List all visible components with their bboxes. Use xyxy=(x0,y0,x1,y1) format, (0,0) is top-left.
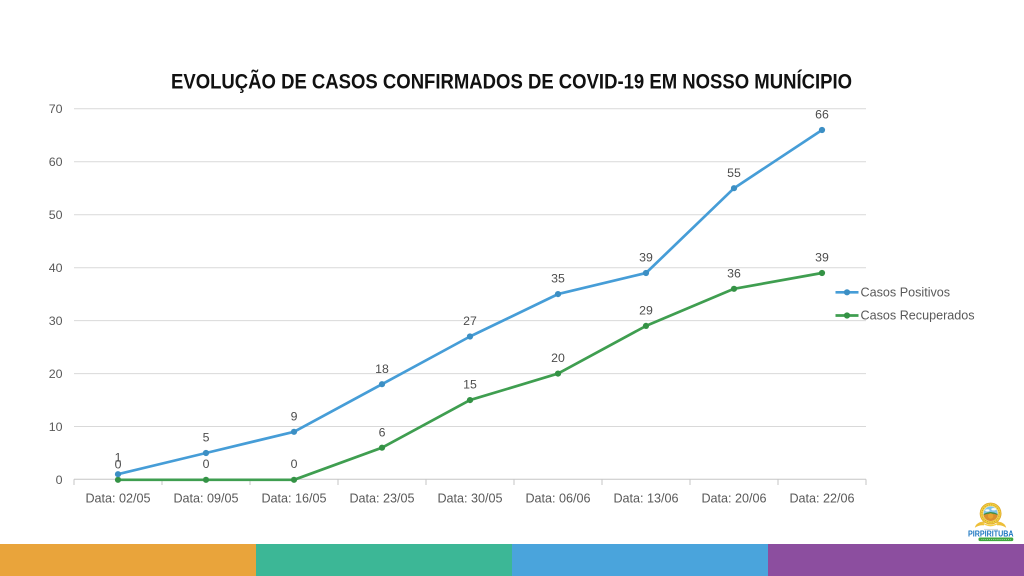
svg-text:0: 0 xyxy=(291,457,298,471)
svg-text:66: 66 xyxy=(815,108,829,122)
svg-text:29: 29 xyxy=(639,304,653,318)
svg-text:Casos Recuperados: Casos Recuperados xyxy=(861,309,975,323)
svg-text:EVOLUÇÃO DE CASOS CONFIRMADOS: EVOLUÇÃO DE CASOS CONFIRMADOS DE COVID-1… xyxy=(171,69,852,94)
svg-text:30: 30 xyxy=(49,314,63,328)
svg-text:36: 36 xyxy=(727,266,741,280)
svg-text:Data: 06/06: Data: 06/06 xyxy=(525,491,590,505)
svg-text:50: 50 xyxy=(49,208,63,222)
svg-text:55: 55 xyxy=(727,166,741,180)
svg-text:9: 9 xyxy=(291,409,298,423)
svg-text:Data: 30/05: Data: 30/05 xyxy=(437,491,502,505)
svg-text:Casos Positivos: Casos Positivos xyxy=(861,286,951,300)
svg-text:0: 0 xyxy=(203,457,210,471)
svg-text:Data: 20/06: Data: 20/06 xyxy=(701,491,766,505)
svg-text:39: 39 xyxy=(815,251,829,265)
svg-text:18: 18 xyxy=(375,362,389,376)
svg-text:27: 27 xyxy=(463,314,477,328)
svg-text:10: 10 xyxy=(49,420,63,434)
svg-text:20: 20 xyxy=(551,351,565,365)
svg-text:39: 39 xyxy=(639,251,653,265)
svg-text:35: 35 xyxy=(551,272,565,286)
svg-text:PIRPIRITUBA: PIRPIRITUBA xyxy=(968,528,1014,538)
svg-text:20: 20 xyxy=(49,367,63,381)
svg-text:Data: 16/05: Data: 16/05 xyxy=(261,491,326,505)
svg-text:Data: 23/05: Data: 23/05 xyxy=(349,491,414,505)
svg-text:0: 0 xyxy=(56,473,63,487)
svg-text:40: 40 xyxy=(49,261,63,275)
svg-text:Data: 22/06: Data: 22/06 xyxy=(789,491,854,505)
svg-text:1: 1 xyxy=(115,451,122,465)
svg-text:15: 15 xyxy=(463,378,477,392)
svg-text:Data: 02/05: Data: 02/05 xyxy=(85,491,150,505)
svg-text:70: 70 xyxy=(49,102,63,116)
svg-text:0: 0 xyxy=(115,458,122,472)
svg-text:Data: 09/05: Data: 09/05 xyxy=(173,491,238,505)
svg-text:60: 60 xyxy=(49,155,63,169)
svg-text:Data: 13/06: Data: 13/06 xyxy=(613,491,678,505)
svg-text:6: 6 xyxy=(379,425,386,439)
svg-text:5: 5 xyxy=(203,431,210,445)
